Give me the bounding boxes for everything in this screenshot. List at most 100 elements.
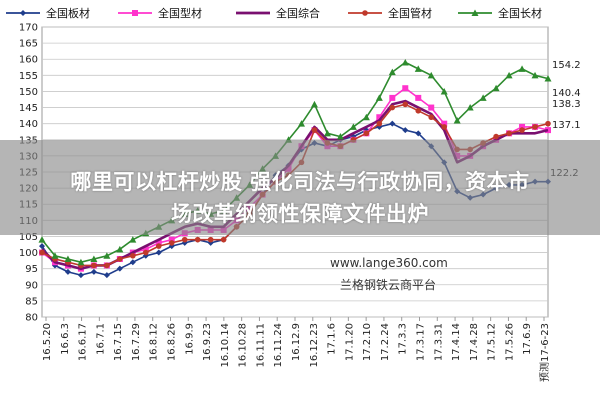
- data-point: [415, 94, 422, 101]
- data-point: [427, 71, 435, 79]
- x-tick-label: 16.6.3: [60, 323, 71, 355]
- data-point: [310, 100, 318, 108]
- x-tick-label: 16.7.15: [113, 323, 124, 361]
- headline-line-1: 哪里可以杠杆炒股 强化司法与行政协同，资本市: [70, 170, 530, 194]
- x-tick-label: 16.6.17: [78, 323, 89, 361]
- data-point: [39, 243, 45, 250]
- data-point: [531, 71, 539, 79]
- data-point: [532, 124, 538, 130]
- data-point: [506, 130, 512, 137]
- data-point: [402, 101, 409, 108]
- legend-marker: [132, 10, 138, 16]
- data-point: [38, 236, 46, 243]
- data-point: [155, 249, 162, 256]
- data-point: [168, 240, 175, 246]
- data-point: [544, 75, 552, 82]
- y-tick-label: 145: [19, 103, 38, 114]
- y-tick-label: 95: [25, 264, 38, 275]
- watermark-url: www.lange360.com: [330, 256, 448, 270]
- x-tick-label: 16.7.29: [131, 323, 142, 361]
- data-point: [375, 94, 383, 101]
- data-point: [389, 94, 396, 101]
- x-tick-label: 16.9.9: [184, 323, 195, 355]
- x-tick-label: 17.6.9: [522, 323, 533, 355]
- data-point: [64, 268, 71, 275]
- end-value-label: 140.4: [552, 88, 581, 99]
- data-point: [349, 123, 357, 130]
- data-point: [402, 85, 409, 92]
- data-point: [415, 130, 422, 137]
- x-tick-label: 16.8.12: [149, 323, 160, 361]
- data-point: [388, 68, 396, 76]
- data-point: [297, 120, 305, 127]
- data-point: [518, 65, 526, 72]
- x-tick-label: 16.10.28: [238, 323, 249, 368]
- data-point: [103, 252, 111, 259]
- data-point: [505, 71, 513, 79]
- x-tick-label: 16.5.20: [42, 323, 53, 361]
- data-point: [519, 123, 526, 130]
- data-point: [39, 249, 45, 256]
- y-tick-label: 160: [19, 55, 38, 66]
- data-point: [466, 104, 474, 111]
- data-point: [77, 272, 84, 279]
- data-point: [155, 239, 162, 246]
- legend-label: 全国长材: [498, 6, 542, 20]
- legend-marker: [471, 9, 479, 16]
- x-tick-label: 17.3.17: [416, 323, 427, 361]
- data-point: [90, 268, 97, 275]
- x-tick-label: 17.3.31: [433, 323, 444, 361]
- data-point: [116, 245, 124, 253]
- data-point: [414, 65, 422, 72]
- y-tick-label: 100: [19, 248, 38, 259]
- data-point: [142, 249, 149, 256]
- data-point: [117, 256, 123, 262]
- data-point: [104, 262, 110, 269]
- data-point: [90, 255, 98, 262]
- x-tick-label: 17.3.3: [398, 323, 409, 355]
- data-point: [441, 124, 448, 130]
- end-value-label: 137.1: [552, 120, 581, 131]
- x-tick-label: 17.5.26: [504, 323, 515, 361]
- data-point: [336, 133, 344, 140]
- y-tick-label: 150: [19, 87, 38, 98]
- data-point: [130, 252, 136, 259]
- headline-line-2: 场改革纲领性保障文件出炉: [171, 202, 429, 226]
- x-tick-label: 16.10.14: [220, 323, 231, 368]
- x-tick-label: 16.12.23: [309, 323, 320, 368]
- y-tick-label: 140: [19, 119, 38, 130]
- x-tick-label: 17.1.6: [327, 323, 338, 355]
- data-point: [77, 258, 85, 266]
- data-point: [519, 127, 525, 133]
- data-point: [428, 114, 435, 121]
- data-point: [51, 252, 59, 259]
- data-point: [441, 120, 448, 127]
- x-tick-label: 16.12.9: [291, 323, 302, 361]
- y-tick-label: 170: [19, 23, 38, 34]
- x-tick-label: 16.11.11: [255, 323, 266, 368]
- data-point: [545, 120, 551, 127]
- x-tick-label: 17.4.28: [469, 323, 480, 361]
- x-tick-label: 16.9.23: [202, 323, 213, 361]
- x-tick-label: 17.5.12: [487, 323, 498, 361]
- legend-marker: [20, 10, 26, 16]
- data-point: [168, 236, 175, 243]
- data-point: [376, 120, 383, 127]
- legend-label: 全国综合: [276, 6, 320, 20]
- end-value-label: 154.2: [552, 60, 581, 71]
- x-tick-label: 17.4.14: [451, 323, 462, 361]
- data-point: [207, 236, 214, 243]
- series-line-5: [41, 61, 549, 264]
- data-point: [155, 243, 162, 249]
- data-point: [415, 107, 422, 114]
- end-value-label: 138.3: [552, 99, 581, 110]
- data-point: [116, 265, 123, 272]
- legend-marker: [362, 10, 368, 16]
- headline-banner: 哪里可以杠杆炒股 强化司法与行政协同，资本市 场改革纲领性保障文件出炉: [0, 140, 600, 235]
- data-point: [363, 130, 370, 137]
- data-point: [401, 58, 409, 66]
- data-point: [492, 84, 500, 92]
- data-point: [402, 127, 409, 134]
- legend-label: 全国板材: [46, 6, 90, 20]
